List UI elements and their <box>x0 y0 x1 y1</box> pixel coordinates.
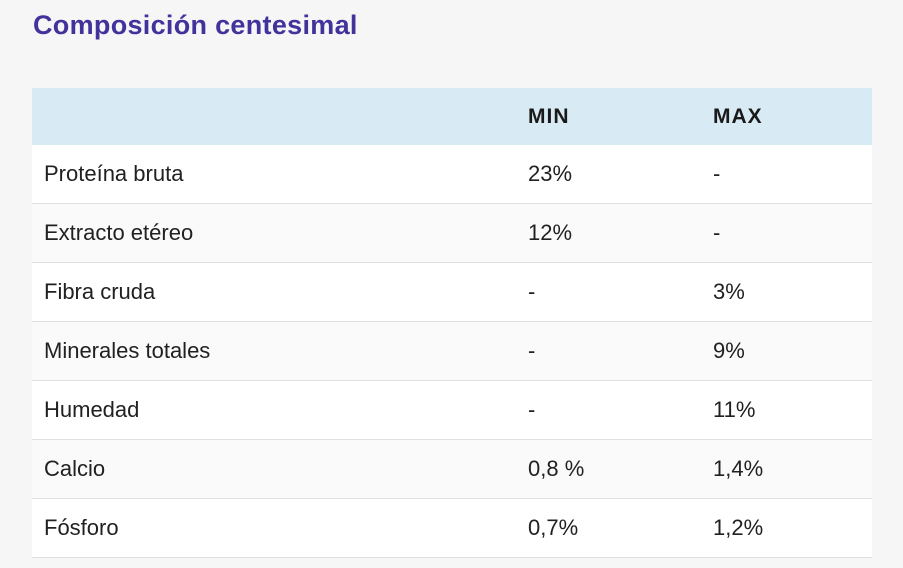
row-label: Minerales totales <box>32 321 528 381</box>
table-header-row: MIN MAX <box>32 88 872 145</box>
row-min-value: 0,7% <box>528 498 713 558</box>
table-row: Fibra cruda - 3% <box>32 262 872 322</box>
row-max-value: 1,4% <box>713 439 872 499</box>
page-title: Composición centesimal <box>33 10 358 40</box>
row-label: Proteína bruta <box>32 145 528 204</box>
row-label: Extracto etéreo <box>32 203 528 263</box>
row-label: Calcio <box>32 439 528 499</box>
composition-table: MIN MAX Proteína bruta 23% - Extracto et… <box>32 88 872 558</box>
table-row: Minerales totales - 9% <box>32 321 872 381</box>
row-min-value: 0,8 % <box>528 439 713 499</box>
header-cell-max: MAX <box>713 88 872 145</box>
table-row: Fósforo 0,7% 1,2% <box>32 498 872 558</box>
row-label: Fibra cruda <box>32 262 528 322</box>
header-cell-min: MIN <box>528 88 713 145</box>
row-max-value: 1,2% <box>713 498 872 558</box>
header-cell-empty <box>32 88 528 145</box>
row-min-value: - <box>528 262 713 322</box>
table-row: Humedad - 11% <box>32 380 872 440</box>
table-body: Proteína bruta 23% - Extracto etéreo 12%… <box>32 145 872 558</box>
row-label: Fósforo <box>32 498 528 558</box>
table-row: Calcio 0,8 % 1,4% <box>32 439 872 499</box>
row-label: Humedad <box>32 380 528 440</box>
row-max-value: 3% <box>713 262 872 322</box>
row-max-value: 11% <box>713 380 872 440</box>
row-max-value: 9% <box>713 321 872 381</box>
table-row: Proteína bruta 23% - <box>32 145 872 204</box>
row-min-value: - <box>528 380 713 440</box>
row-min-value: 12% <box>528 203 713 263</box>
row-min-value: 23% <box>528 145 713 204</box>
row-min-value: - <box>528 321 713 381</box>
table-row: Extracto etéreo 12% - <box>32 203 872 263</box>
row-max-value: - <box>713 203 872 263</box>
row-max-value: - <box>713 145 872 204</box>
